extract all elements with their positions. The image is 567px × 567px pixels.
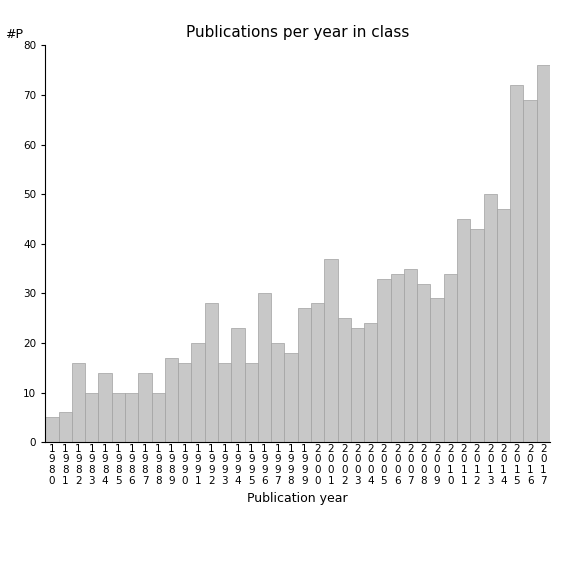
- Bar: [404, 269, 417, 442]
- Bar: [523, 100, 537, 442]
- Bar: [138, 373, 151, 442]
- Bar: [417, 284, 430, 442]
- Bar: [324, 259, 337, 442]
- Bar: [85, 393, 99, 442]
- Bar: [58, 413, 72, 442]
- Bar: [192, 343, 205, 442]
- Bar: [125, 393, 138, 442]
- X-axis label: Publication year: Publication year: [247, 492, 348, 505]
- Bar: [510, 85, 523, 442]
- Bar: [537, 65, 550, 442]
- Bar: [165, 358, 178, 442]
- Bar: [298, 308, 311, 442]
- Bar: [351, 328, 364, 442]
- Bar: [378, 278, 391, 442]
- Bar: [218, 363, 231, 442]
- Bar: [364, 323, 378, 442]
- Bar: [178, 363, 192, 442]
- Bar: [391, 274, 404, 442]
- Bar: [112, 393, 125, 442]
- Text: #P: #P: [5, 28, 23, 41]
- Bar: [444, 274, 457, 442]
- Bar: [311, 303, 324, 442]
- Bar: [258, 294, 271, 442]
- Bar: [497, 209, 510, 442]
- Bar: [271, 343, 285, 442]
- Bar: [72, 363, 85, 442]
- Bar: [470, 229, 484, 442]
- Bar: [484, 194, 497, 442]
- Bar: [285, 353, 298, 442]
- Bar: [99, 373, 112, 442]
- Bar: [337, 318, 351, 442]
- Title: Publications per year in class: Publications per year in class: [186, 25, 409, 40]
- Bar: [457, 219, 470, 442]
- Bar: [244, 363, 258, 442]
- Bar: [231, 328, 244, 442]
- Bar: [45, 417, 58, 442]
- Bar: [430, 298, 444, 442]
- Bar: [205, 303, 218, 442]
- Bar: [151, 393, 165, 442]
